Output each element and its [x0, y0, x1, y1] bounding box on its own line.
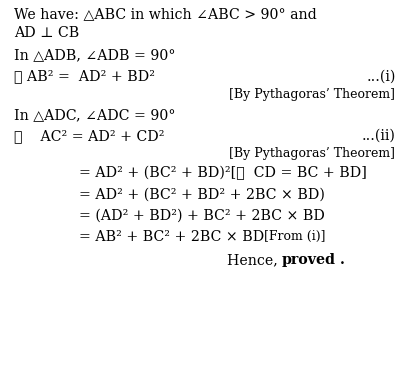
Text: ∴    AC² = AD² + CD²: ∴ AC² = AD² + CD²: [14, 129, 164, 143]
Text: ...(i): ...(i): [366, 70, 395, 84]
Text: In △ADC, ∠ADC = 90°: In △ADC, ∠ADC = 90°: [14, 108, 175, 122]
Text: proved: proved: [281, 253, 335, 267]
Text: [By Pythagoras’ Theorem]: [By Pythagoras’ Theorem]: [229, 88, 394, 101]
Text: AD ⊥ CB: AD ⊥ CB: [14, 26, 79, 40]
Text: Hence,: Hence,: [227, 253, 282, 267]
Text: = AB² + BC² + 2BC × BD: = AB² + BC² + 2BC × BD: [79, 230, 264, 243]
Text: .: .: [339, 253, 343, 267]
Text: = AD² + (BC² + BD)²[∵  CD = BC + BD]: = AD² + (BC² + BD)²[∵ CD = BC + BD]: [79, 166, 366, 180]
Text: [By Pythagoras’ Theorem]: [By Pythagoras’ Theorem]: [229, 147, 394, 160]
Text: [From (i)]: [From (i)]: [263, 230, 324, 243]
Text: = (AD² + BD²) + BC² + 2BC × BD: = (AD² + BD²) + BC² + 2BC × BD: [79, 208, 324, 222]
Text: ∴ AB² =  AD² + BD²: ∴ AB² = AD² + BD²: [14, 70, 155, 84]
Text: = AD² + (BC² + BD² + 2BC × BD): = AD² + (BC² + BD² + 2BC × BD): [79, 187, 324, 201]
Text: In △ADB, ∠ADB = 90°: In △ADB, ∠ADB = 90°: [14, 49, 175, 62]
Text: ...(ii): ...(ii): [361, 129, 395, 143]
Text: We have: △ABC in which ∠ABC > 90° and: We have: △ABC in which ∠ABC > 90° and: [14, 8, 316, 22]
